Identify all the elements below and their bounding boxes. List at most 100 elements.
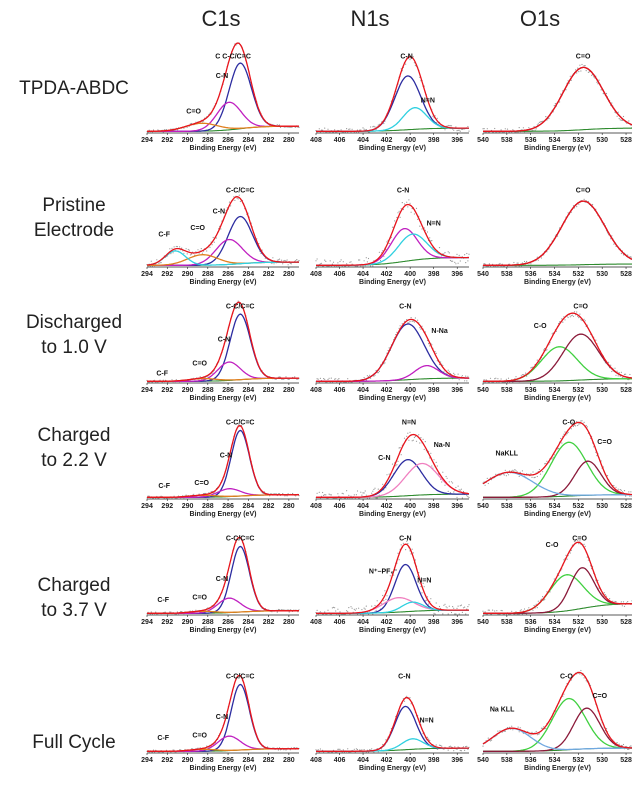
raw-data-point [572,315,575,317]
raw-data-point [543,599,545,601]
raw-data-point [320,495,323,497]
raw-data-point [412,56,414,58]
raw-data-point [351,128,353,130]
raw-data-point [200,248,202,250]
raw-data-point [189,123,191,125]
raw-data-point [565,554,567,556]
raw-data-point [494,378,496,380]
raw-data-point [398,559,400,561]
raw-data-point [457,373,459,375]
x-tick-label: 530 [596,503,608,510]
raw-data-point [409,59,411,61]
raw-data-point [465,746,467,748]
raw-data-point [467,260,469,262]
raw-data-point [424,441,426,443]
xps-panel-o1s: 540 538 536 534 532 530 528 Binding Energy (eV)… [477,54,632,152]
raw-data-point [366,375,368,377]
raw-data-point [323,494,325,496]
x-axis-label: Binding Energy (eV) [359,279,426,286]
raw-data-series [482,198,632,267]
x-tick-label: 404 [357,757,369,764]
peak-label: C-O [546,542,559,549]
raw-data-point [438,605,441,608]
x-tick-label: 408 [310,387,322,394]
raw-data-point [431,465,433,467]
peak-label: C-N [216,576,228,583]
raw-data-point [276,259,278,261]
raw-data-point [276,611,278,613]
xps-panel-c1s: 294 292 290 288 286 284 282 280 Binding Energy (… [141,188,300,286]
raw-data-point [279,376,282,378]
raw-data-point [536,124,538,126]
raw-data-point [289,262,291,265]
raw-data-point [147,495,149,497]
raw-data-point [409,431,411,433]
raw-data-point [487,737,489,739]
raw-data-point [585,424,587,427]
x-tick-label: 402 [381,387,393,394]
raw-data-point [361,609,363,611]
raw-data-point [298,126,300,128]
raw-data-point [512,469,514,471]
raw-data-point [578,543,580,545]
raw-data-point [530,473,532,475]
raw-data-point [323,378,325,380]
raw-data-point [630,491,632,493]
raw-data-point [518,475,520,477]
raw-data-point [413,213,415,215]
raw-data-point [448,125,450,127]
raw-data-point [399,447,401,449]
xps-panel-n1s: 408 406 404 402 400 398 396 Binding Energy (eV)… [310,54,470,152]
x-axis-label: Binding Energy (eV) [190,765,257,772]
raw-data-point [350,495,352,497]
raw-data-point [561,318,563,320]
raw-data-point [428,738,430,740]
raw-data-point [483,128,485,130]
raw-data-point [403,437,406,439]
raw-data-point [513,261,515,264]
raw-data-point [512,129,514,131]
raw-data-point [620,371,622,373]
raw-data-point [630,256,632,258]
raw-data-point [342,749,344,751]
x-tick-label: 540 [477,757,489,764]
raw-data-point [363,749,365,751]
envelope-fit-line [316,696,469,752]
raw-data-point [335,378,337,380]
raw-data-point [482,128,484,130]
x-tick-label: 294 [141,137,153,144]
envelope-fit-line [146,196,299,266]
raw-data-point [605,92,608,95]
raw-data-point [497,730,499,732]
raw-data-point [610,238,612,240]
raw-data-point [350,606,352,608]
raw-data-point [378,370,380,372]
raw-data-point [381,748,383,750]
peak-label: NaKLL [496,450,519,457]
raw-data-point [398,327,400,329]
raw-data-point [340,129,342,131]
raw-data-point [518,127,520,129]
raw-data-point [614,367,616,369]
x-tick-label: 402 [381,271,393,278]
raw-data-point [522,127,524,129]
raw-data-point [512,729,514,731]
raw-data-point [454,261,456,263]
x-tick-label: 402 [381,137,393,144]
raw-data-point [468,604,470,606]
raw-data-point [554,103,556,105]
raw-data-point [362,492,364,494]
raw-data-point [450,481,453,483]
x-tick-label: 292 [161,137,173,144]
raw-data-point [277,493,279,495]
raw-data-point [295,126,297,128]
raw-data-point [179,246,181,248]
raw-data-point [444,603,446,605]
raw-data-point [403,203,406,205]
raw-data-point [441,481,443,483]
raw-data-point [430,598,432,600]
raw-data-point [496,610,498,612]
raw-data-point [319,611,321,613]
peak-label: Na KLL [490,706,515,713]
raw-data-point [184,748,186,751]
